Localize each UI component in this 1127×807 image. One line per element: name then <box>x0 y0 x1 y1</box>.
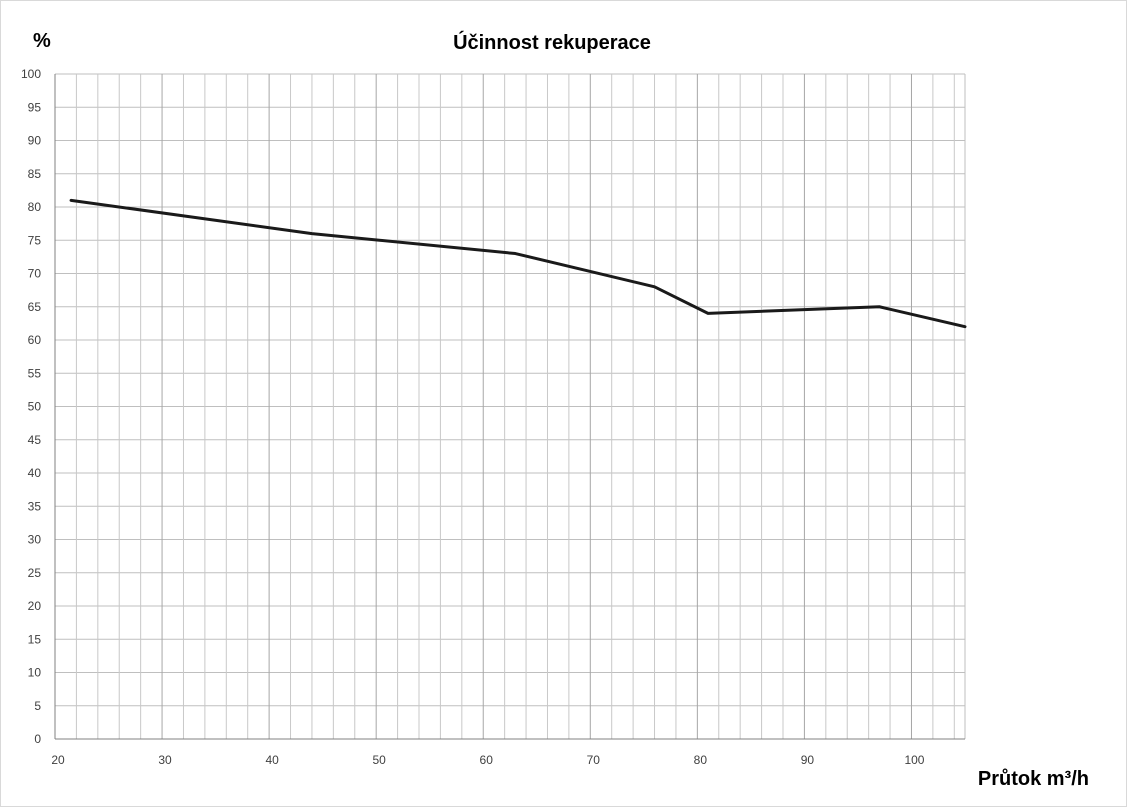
y-tick-label: 35 <box>28 499 42 513</box>
y-tick-label: 45 <box>28 433 42 447</box>
y-tick-label: 15 <box>28 632 42 646</box>
x-axis-ticks: 20 30 40 50 60 70 80 90 100 <box>51 753 924 767</box>
y-tick-label: 95 <box>28 100 42 114</box>
series-line <box>69 198 967 329</box>
y-tick-label: 75 <box>28 233 42 247</box>
y-tick-label: 100 <box>21 67 41 81</box>
x-tick-label: 90 <box>801 753 815 767</box>
x-tick-label: 50 <box>372 753 386 767</box>
x-axis-label: Průtok m³/h <box>978 768 1089 790</box>
y-tick-label: 85 <box>28 167 42 181</box>
x-tick-label: 40 <box>265 753 279 767</box>
y-tick-label: 60 <box>28 333 42 347</box>
y-tick-label: 55 <box>28 366 42 380</box>
grid <box>54 73 966 740</box>
y-tick-label: 10 <box>28 666 42 680</box>
x-tick-label: 70 <box>587 753 601 767</box>
x-tick-label: 80 <box>694 753 708 767</box>
x-tick-label: 100 <box>904 753 924 767</box>
y-tick-label: 80 <box>28 200 42 214</box>
y-axis-ticks: 0 5 10 15 20 25 30 35 40 45 50 55 60 65 70 75 80 85 90 95 10… <box>21 67 41 746</box>
y-tick-label: 25 <box>28 566 42 580</box>
y-tick-label: 5 <box>34 699 41 713</box>
chart-title: Účinnost rekuperace <box>453 30 651 54</box>
series <box>69 198 967 329</box>
y-tick-label: 70 <box>28 267 42 281</box>
y-tick-label: 30 <box>28 533 42 547</box>
y-tick-label: 20 <box>28 599 42 613</box>
y-tick-label: 0 <box>34 732 41 746</box>
x-tick-label: 20 <box>51 753 65 767</box>
y-tick-label: 40 <box>28 466 42 480</box>
x-tick-label: 30 <box>158 753 172 767</box>
y-tick-label: 90 <box>28 134 42 148</box>
y-tick-label: 50 <box>28 400 42 414</box>
y-axis-label: % <box>33 30 51 52</box>
y-tick-label: 65 <box>28 300 42 314</box>
x-tick-label: 60 <box>480 753 494 767</box>
